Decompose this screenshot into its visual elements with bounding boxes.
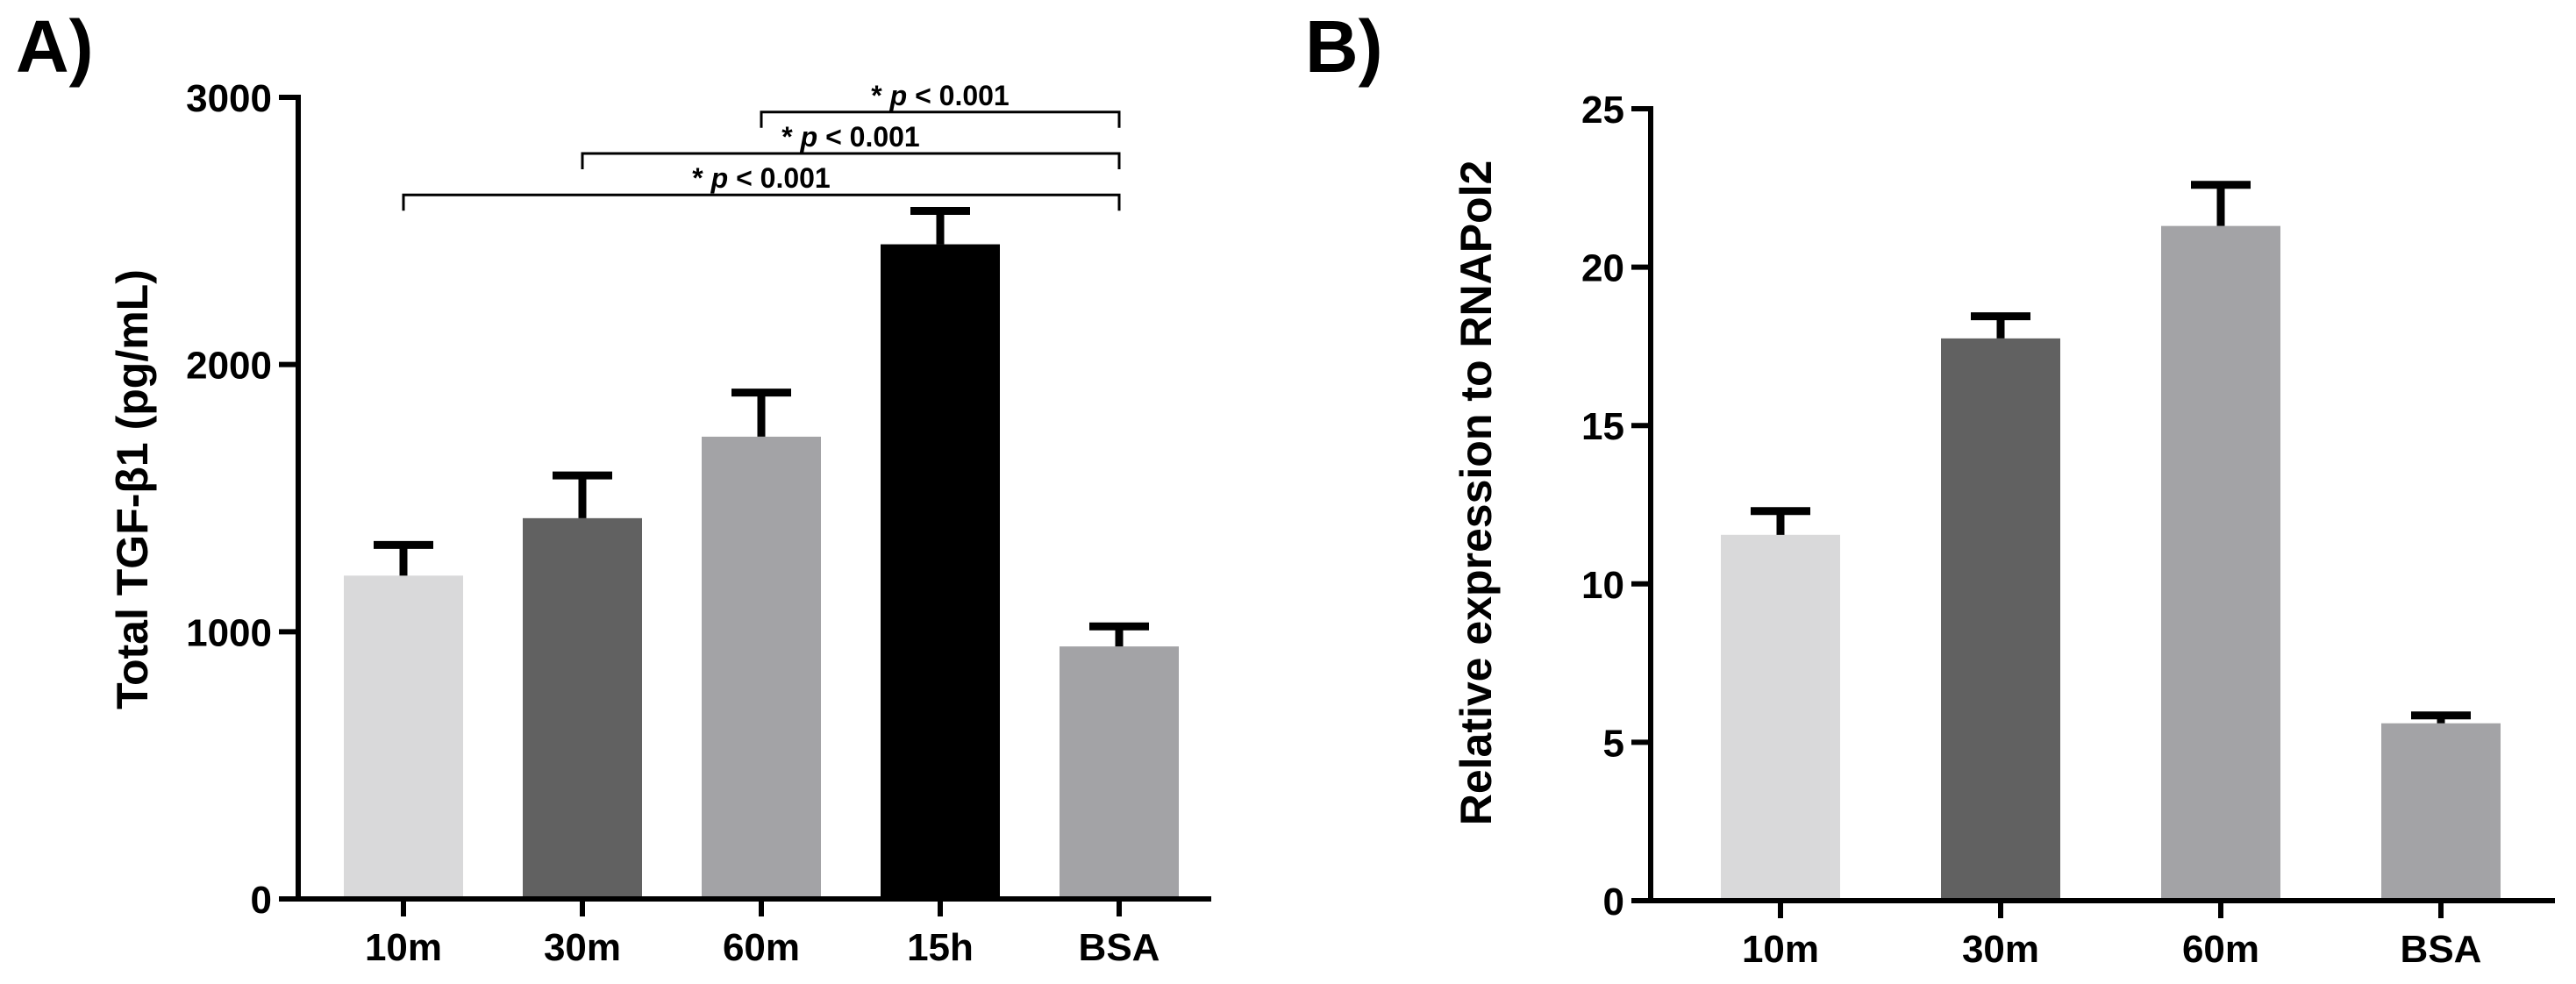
panel-b-error-bars <box>1751 181 2471 724</box>
panel-b-bars <box>1721 225 2501 901</box>
y-tick-label: 3000 <box>186 77 272 120</box>
y-tick-label: 0 <box>1603 881 1624 923</box>
significance-label: * p < 0.001 <box>692 162 830 194</box>
y-tick-label: 20 <box>1581 247 1624 290</box>
panel-a-error-bars <box>374 206 1149 647</box>
x-tick-label: 30m <box>1962 928 2039 971</box>
y-tick-label: 5 <box>1603 722 1624 765</box>
x-tick-label: BSA <box>2401 928 2482 971</box>
panel-b-y-ticks: 0 5 10 15 20 25 <box>1581 89 1651 923</box>
bar-bsa <box>1060 646 1179 899</box>
x-tick-label: 60m <box>723 926 800 969</box>
bar-15h <box>881 244 1000 900</box>
bar-30m <box>1941 338 2060 901</box>
panel-b-label: B) <box>1305 5 1383 88</box>
x-tick-label: 10m <box>1742 928 1819 971</box>
panel-b-axes <box>1648 106 2555 903</box>
panel-a-x-ticks: 10m 30m 60m 15h BSA <box>365 899 1160 969</box>
x-tick-label: 15h <box>907 926 974 969</box>
significance-label: * p < 0.001 <box>871 80 1009 111</box>
panel-b: B) Relative expression to RNAPol2 0 5 10 15… <box>1305 5 2555 971</box>
significance-label: * p < 0.001 <box>781 121 919 153</box>
x-tick-label: BSA <box>1079 926 1160 969</box>
significance-bracket <box>581 152 1121 169</box>
y-tick-label: 15 <box>1581 405 1624 448</box>
significance-bracket <box>760 111 1121 128</box>
bar-60m <box>2161 225 2280 901</box>
panel-a-y-ticks: 0 1000 2000 3000 <box>186 77 298 922</box>
panel-a-label: A) <box>16 5 94 88</box>
y-tick-label: 10 <box>1581 564 1624 607</box>
panel-a-significance-brackets: * p < 0.001 * p < 0.001 * p < 0.001 <box>402 80 1121 211</box>
panel-a: A) Total TGF-β1 (pg/mL) * p < 0.001* p <… <box>16 5 1211 969</box>
panel-b-y-axis-label: Relative expression to RNAPol2 <box>1452 160 1501 826</box>
panel-a-bars <box>344 244 1179 900</box>
y-tick-label: 1000 <box>186 611 272 654</box>
bar-30m <box>523 517 642 899</box>
x-tick-label: 10m <box>365 926 442 969</box>
bar-60m <box>702 436 821 900</box>
x-tick-label: 60m <box>2182 928 2259 971</box>
bar-10m <box>344 575 463 899</box>
bar-bsa <box>2381 723 2501 901</box>
y-tick-label: 2000 <box>186 345 272 388</box>
y-tick-label: 0 <box>251 879 272 922</box>
bar-10m <box>1721 534 1840 901</box>
panel-a-axes <box>296 95 1211 902</box>
panel-b-x-ticks: 10m 30m 60m BSA <box>1742 901 2481 971</box>
panel-a-y-axis-label: Total TGF-β1 (pg/mL) <box>108 269 157 709</box>
significance-bracket <box>402 193 1121 211</box>
x-tick-label: 30m <box>544 926 621 969</box>
y-tick-label: 25 <box>1581 89 1624 132</box>
